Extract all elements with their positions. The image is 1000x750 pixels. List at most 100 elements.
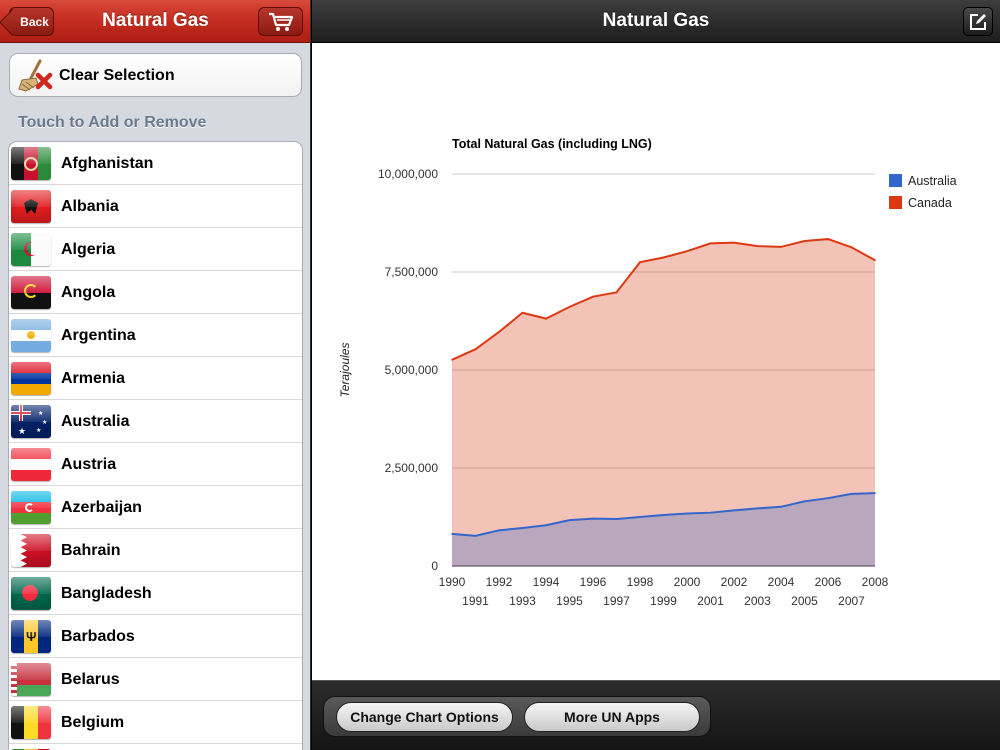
australia-point	[827, 497, 829, 499]
x-tick-label: 1996	[580, 575, 607, 589]
country-name: Bangladesh	[61, 585, 152, 602]
country-name: Azerbaijan	[61, 499, 142, 516]
compose-button[interactable]	[963, 7, 993, 36]
bottom-toolbar: Change Chart Options More UN Apps	[312, 680, 1000, 750]
country-name: Argentina	[61, 327, 136, 344]
australia-point	[615, 518, 618, 520]
broom-x-icon	[18, 59, 53, 92]
x-tick-label: 1993	[509, 594, 536, 608]
y-tick-label: 10,000,000	[378, 167, 438, 181]
y-tick-label: 5,000,000	[385, 363, 439, 377]
x-tick-label: 1995	[556, 594, 583, 608]
x-tick-label: 2005	[791, 594, 818, 608]
country-row-partial[interactable]	[9, 744, 302, 750]
canada-area	[452, 239, 875, 566]
canada-point	[827, 238, 829, 240]
austria-flag-icon	[11, 448, 51, 481]
australia-point	[662, 514, 665, 516]
country-row-belarus[interactable]: Belarus	[9, 658, 302, 701]
x-tick-label: 1997	[603, 594, 630, 608]
x-tick-label: 1991	[462, 594, 489, 608]
country-row-austria[interactable]: Austria	[9, 443, 302, 486]
left-nav-title: Natural Gas	[102, 10, 209, 31]
canada-point	[451, 359, 453, 361]
canada-point	[686, 250, 688, 253]
compose-icon	[970, 13, 986, 30]
canada-point	[568, 306, 571, 308]
country-name: Albania	[61, 198, 119, 215]
canada-point	[709, 242, 712, 245]
afghanistan-flag-icon	[11, 147, 51, 180]
country-name: Austria	[61, 456, 117, 473]
x-tick-label: 2008	[862, 575, 889, 589]
section-header: Touch to Add or Remove	[18, 114, 207, 131]
legend-swatch-canada	[889, 196, 902, 209]
shopping-cart-icon	[268, 12, 293, 31]
canada-point	[733, 241, 735, 244]
x-tick-label: 1992	[486, 575, 513, 589]
y-tick-label: 7,500,000	[385, 265, 439, 279]
australia-point	[686, 512, 688, 515]
clear-selection-button[interactable]: Clear Selection	[9, 53, 302, 97]
country-name: Algeria	[61, 241, 116, 258]
natural-gas-chart: Total Natural Gas (including LNG) Terajo…	[338, 137, 957, 608]
x-tick-label: 2007	[838, 594, 865, 608]
australia-point	[733, 509, 735, 512]
canada-point	[756, 245, 759, 247]
chart-title: Total Natural Gas (including LNG)	[452, 137, 652, 151]
x-tick-label: 1999	[650, 594, 677, 608]
country-row-azerbaijan[interactable]: Azerbaijan	[9, 486, 302, 529]
left-navigation-bar: Back Natural Gas	[0, 0, 310, 43]
canada-point	[615, 291, 618, 294]
bahrain-flag-icon	[11, 534, 51, 567]
x-tick-label: 1990	[439, 575, 466, 589]
country-row-albania[interactable]: Albania	[9, 185, 302, 228]
country-name: Belgium	[61, 714, 125, 731]
country-row-australia[interactable]: ★ ★ ★ ★ Australia	[9, 400, 302, 443]
x-tick-label: 2003	[744, 594, 771, 608]
country-name: Belarus	[61, 671, 120, 688]
canada-point	[874, 259, 876, 262]
country-row-bangladesh[interactable]: Bangladesh	[9, 572, 302, 615]
legend-label-australia: Australia	[908, 174, 957, 188]
country-row-argentina[interactable]: Argentina	[9, 314, 302, 357]
right-navigation-bar: Natural Gas	[312, 0, 1000, 43]
country-row-barbados[interactable]: Ψ Barbados	[9, 615, 302, 658]
x-tick-label: 1994	[533, 575, 560, 589]
country-name: Barbados	[61, 628, 135, 645]
australia-point	[592, 517, 594, 520]
country-list: Afghanistan Albania Algeria	[8, 141, 303, 750]
country-row-armenia[interactable]: Armenia	[9, 357, 302, 400]
y-tick-label: 0	[431, 559, 438, 573]
albania-flag-icon	[11, 190, 51, 223]
right-nav-title: Natural Gas	[602, 10, 710, 31]
azerbaijan-flag-icon	[11, 491, 51, 524]
x-tick-label: 2001	[697, 594, 724, 608]
canada-point	[592, 295, 594, 298]
bangladesh-flag-icon	[11, 577, 51, 610]
australia-point	[521, 527, 524, 529]
country-row-algeria[interactable]: Algeria	[9, 228, 302, 271]
change-chart-options-button[interactable]: Change Chart Options	[336, 702, 513, 732]
country-name: Bahrain	[61, 542, 121, 559]
country-row-bahrain[interactable]: Bahrain	[9, 529, 302, 572]
canada-point	[498, 331, 500, 333]
country-name: Armenia	[61, 370, 126, 387]
x-tick-label: 2004	[768, 575, 795, 589]
country-name: Australia	[61, 413, 130, 430]
belarus-flag-icon	[11, 663, 51, 696]
chart-area: Total Natural Gas (including LNG) Terajo…	[312, 44, 1000, 680]
back-button[interactable]: Back	[9, 7, 54, 36]
country-row-angola[interactable]: Angola	[9, 271, 302, 314]
cart-button[interactable]	[258, 7, 303, 36]
change-chart-options-label: Change Chart Options	[350, 709, 499, 725]
australia-point	[639, 516, 641, 518]
australia-flag-icon: ★ ★ ★ ★	[11, 405, 51, 438]
australia-area	[452, 493, 875, 566]
more-un-apps-button[interactable]: More UN Apps	[524, 702, 700, 732]
algeria-flag-icon	[11, 233, 51, 266]
country-row-belgium[interactable]: Belgium	[9, 701, 302, 744]
x-tick-label: 2000	[674, 575, 701, 589]
country-row-afghanistan[interactable]: Afghanistan	[9, 142, 302, 185]
canada-point	[545, 317, 547, 320]
